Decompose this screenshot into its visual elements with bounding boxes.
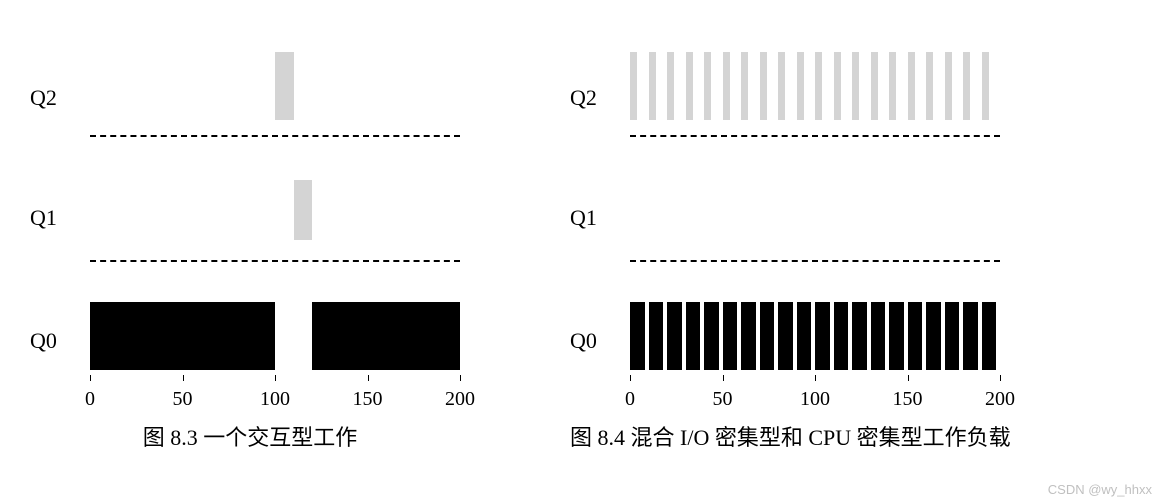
job-bar	[871, 52, 878, 120]
job-bar	[312, 302, 460, 370]
watermark: CSDN @wy_hhxx	[1048, 482, 1152, 497]
job-bar	[760, 302, 775, 370]
x-tick	[630, 375, 631, 381]
job-bar	[797, 52, 804, 120]
x-tick-label: 0	[85, 388, 95, 411]
job-bar	[667, 52, 674, 120]
job-bar	[852, 302, 867, 370]
job-bar	[649, 302, 664, 370]
caption-8-3: 图 8.3 一个交互型工作	[30, 420, 470, 452]
queue-label-q1: Q1	[570, 205, 597, 231]
job-bar	[815, 302, 830, 370]
x-axis-ticks	[630, 375, 1000, 381]
job-bar	[686, 52, 693, 120]
x-tick	[90, 375, 91, 381]
job-bar	[945, 52, 952, 120]
job-bar	[723, 52, 730, 120]
job-bar	[815, 52, 822, 120]
job-bar	[852, 52, 859, 120]
x-tick	[183, 375, 184, 381]
job-bar	[741, 302, 756, 370]
divider-q2-q1	[630, 135, 1000, 137]
job-bar	[630, 302, 645, 370]
x-tick	[908, 375, 909, 381]
job-bar	[760, 52, 767, 120]
job-bar	[630, 52, 637, 120]
job-bar	[889, 52, 896, 120]
x-tick	[368, 375, 369, 381]
job-bar	[667, 302, 682, 370]
job-bar	[723, 302, 738, 370]
job-bar	[704, 52, 711, 120]
queue-label-q1: Q1	[30, 205, 57, 231]
job-bar	[926, 302, 941, 370]
x-axis-ticks	[90, 375, 460, 381]
divider-q1-q0	[90, 260, 460, 262]
queue-row-q0	[630, 280, 1000, 370]
queue-row-q2	[90, 30, 460, 120]
queue-label-q2: Q2	[570, 85, 597, 111]
job-bar	[834, 52, 841, 120]
job-bar	[963, 302, 978, 370]
divider-q2-q1	[90, 135, 460, 137]
job-bar	[90, 302, 275, 370]
job-bar	[982, 52, 989, 120]
x-tick-label: 50	[173, 388, 193, 411]
x-tick-label: 150	[893, 388, 923, 411]
x-tick	[275, 375, 276, 381]
job-bar	[908, 52, 915, 120]
job-bar	[741, 52, 748, 120]
job-bar	[778, 52, 785, 120]
chart-area-left: Q2 Q1 Q0 050100150200	[30, 20, 470, 410]
chart-area-right: Q2 Q1 Q0 050100150200	[570, 20, 1010, 410]
job-bar	[982, 302, 997, 370]
divider-q1-q0	[630, 260, 1000, 262]
job-bar	[649, 52, 656, 120]
job-bar	[704, 302, 719, 370]
x-tick-label: 200	[985, 388, 1015, 411]
job-bar	[778, 302, 793, 370]
x-tick	[1000, 375, 1001, 381]
x-tick	[460, 375, 461, 381]
x-tick-label: 100	[260, 388, 290, 411]
x-tick-label: 50	[713, 388, 733, 411]
x-tick	[815, 375, 816, 381]
job-bar	[686, 302, 701, 370]
job-bar	[275, 52, 294, 120]
x-tick	[723, 375, 724, 381]
job-bar	[889, 302, 904, 370]
job-bar	[945, 302, 960, 370]
figure-8-4: Q2 Q1 Q0 050100150200 图 8.4 混合 I/O 密集型和 …	[570, 20, 1011, 452]
job-bar	[963, 52, 970, 120]
job-bar	[908, 302, 923, 370]
queue-row-q0	[90, 280, 460, 370]
queue-label-q0: Q0	[30, 328, 57, 354]
x-tick-label: 100	[800, 388, 830, 411]
x-tick-label: 200	[445, 388, 475, 411]
job-bar	[871, 302, 886, 370]
queue-row-q2	[630, 30, 1000, 120]
queue-row-q1	[90, 150, 460, 240]
queue-row-q1	[630, 150, 1000, 240]
x-tick-label: 150	[353, 388, 383, 411]
job-bar	[926, 52, 933, 120]
x-tick-label: 0	[625, 388, 635, 411]
figure-8-3: Q2 Q1 Q0 050100150200 图 8.3 一个交互型工作	[30, 20, 470, 452]
caption-8-4: 图 8.4 混合 I/O 密集型和 CPU 密集型工作负载	[570, 420, 1011, 452]
job-bar	[294, 180, 313, 240]
job-bar	[797, 302, 812, 370]
job-bar	[834, 302, 849, 370]
queue-label-q0: Q0	[570, 328, 597, 354]
queue-label-q2: Q2	[30, 85, 57, 111]
